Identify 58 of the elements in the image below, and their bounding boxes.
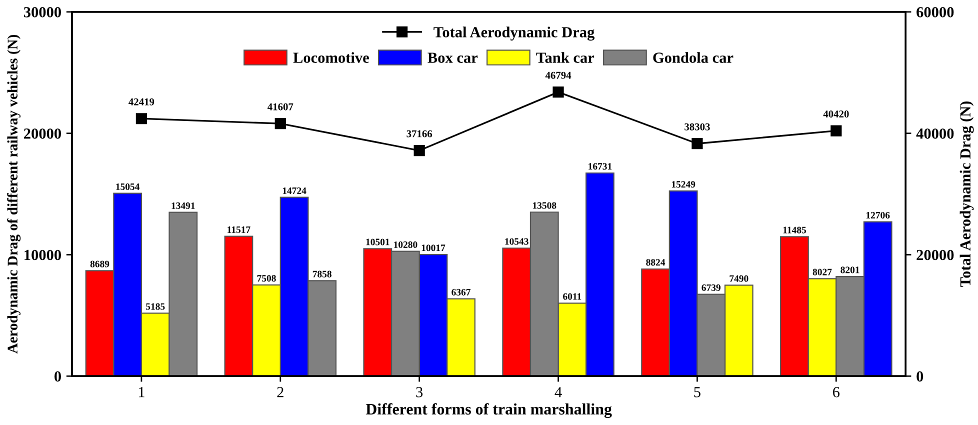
data-label: 38303 (684, 123, 710, 130)
data-label: 41607 (268, 103, 294, 110)
data-label: 10280 (394, 241, 418, 248)
point (692, 138, 703, 150)
y2-tick-label: 0 (916, 371, 924, 382)
x-tick-label: 3 (416, 387, 423, 398)
legend-label: Total Aerodynamic Drag (434, 26, 595, 41)
data-label: 7508 (257, 275, 276, 282)
data-label: 8027 (812, 268, 832, 276)
y2-axis-title: Total Aerodynamic Drag (N) (960, 102, 974, 287)
data-label: 10543 (505, 238, 528, 245)
x-tick-label: 2 (277, 387, 284, 398)
point (136, 113, 148, 124)
point (552, 86, 564, 98)
point (414, 144, 425, 156)
data-label: 8824 (646, 259, 666, 266)
data-label: 6367 (452, 288, 470, 296)
data-label: 13491 (172, 202, 195, 209)
x-tick-label: 5 (694, 387, 700, 398)
data-label: 37166 (406, 130, 432, 138)
data-label: 7858 (312, 270, 332, 278)
y2-tick-label: 40000 (916, 128, 954, 139)
y2-tick-label: 20000 (916, 250, 954, 260)
legend-label: Gondola car (653, 52, 734, 63)
data-label: 11485 (783, 226, 806, 234)
data-label: 13508 (533, 202, 556, 209)
y-tick-label: 30000 (24, 7, 61, 18)
legend-label: Box car (428, 52, 478, 63)
data-label: 6011 (563, 293, 582, 300)
x-axis-title: Different forms of train marshalling (366, 403, 612, 418)
data-label: 10501 (366, 238, 390, 246)
data-label: 15054 (116, 183, 140, 190)
legend-label: Locomotive (293, 52, 369, 63)
data-label: 8689 (90, 260, 110, 268)
y-axis-title: Aerodynamic Drag of different railway vehicles (N) (7, 34, 21, 354)
data-label: 14724 (282, 187, 306, 194)
data-label: 7490 (730, 275, 748, 282)
legend-label: Tank car (536, 52, 594, 63)
data-label: 5185 (146, 303, 165, 310)
data-label: 15249 (672, 181, 696, 188)
x-tick-label: 1 (138, 387, 144, 398)
y-tick-label: 0 (54, 371, 61, 382)
data-label: 11517 (228, 226, 250, 233)
x-tick-label: 4 (554, 387, 562, 398)
data-label: 46794 (545, 72, 572, 79)
data-label: 40420 (823, 110, 849, 118)
data-label: 10017 (422, 244, 446, 252)
y-tick-label: 10000 (24, 250, 61, 260)
data-label: 42419 (128, 98, 154, 106)
y2-tick-label: 60000 (916, 7, 954, 18)
point (274, 118, 286, 130)
x-tick-label: 6 (832, 387, 840, 398)
data-label: 12706 (866, 212, 890, 218)
point (830, 125, 842, 136)
y-tick-label: 20000 (24, 128, 61, 139)
data-label: 8201 (840, 266, 860, 274)
data-label: 16731 (588, 163, 612, 170)
data-label: 6739 (702, 284, 720, 291)
